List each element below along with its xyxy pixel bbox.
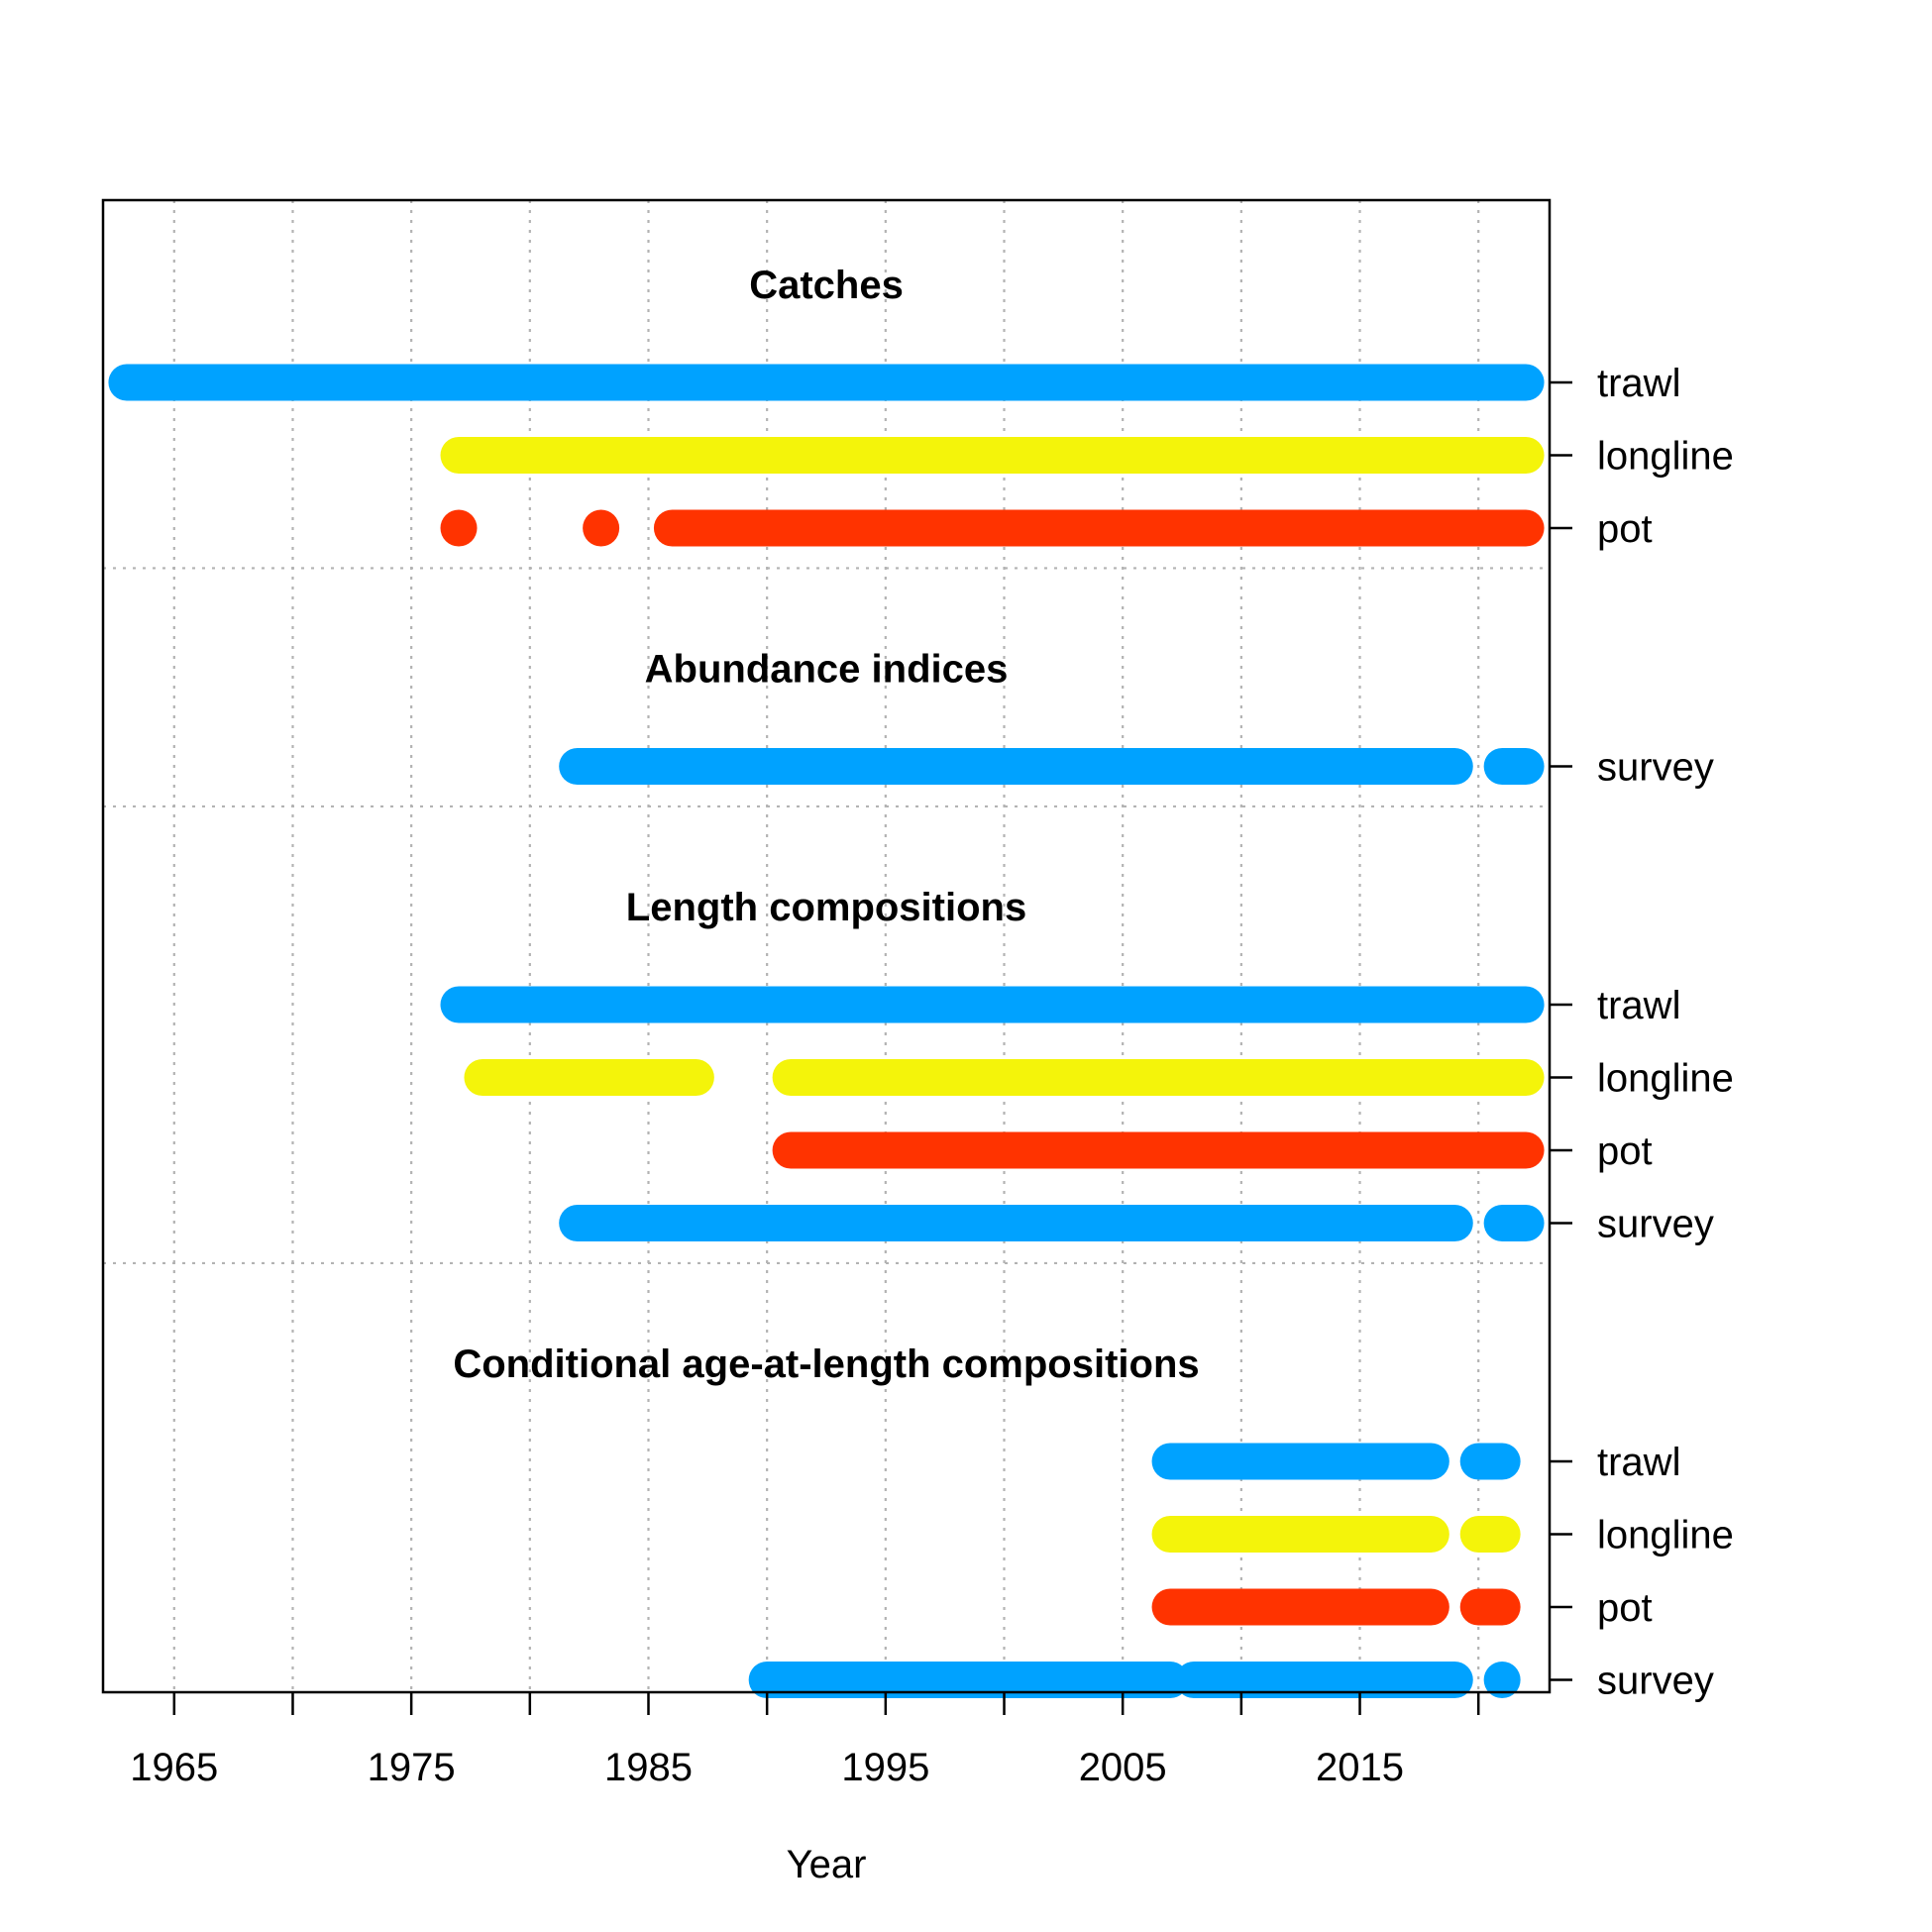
row-label-pot: pot bbox=[1597, 1129, 1653, 1173]
row-label-survey: survey bbox=[1597, 746, 1714, 790]
data-point-pot bbox=[440, 509, 478, 547]
section-title: Catches bbox=[749, 264, 904, 307]
section-title: Conditional age-at-length compositions bbox=[453, 1342, 1199, 1386]
row-label-pot: pot bbox=[1597, 1586, 1653, 1630]
plot-frame bbox=[101, 198, 1552, 1694]
x-tick-label: 1975 bbox=[368, 1746, 456, 1789]
text-layer: Catches trawl longline pot Abundance indices… bbox=[130, 264, 1734, 1789]
data-point-pot bbox=[583, 509, 620, 547]
row-label-pot: pot bbox=[1597, 507, 1653, 551]
row-label-longline: longline bbox=[1597, 435, 1734, 479]
x-tick-label: 1995 bbox=[841, 1746, 929, 1789]
section-title: Abundance indices bbox=[645, 647, 1009, 691]
x-tick-label: 1965 bbox=[130, 1746, 218, 1789]
data-point-survey bbox=[1483, 1662, 1521, 1698]
row-label-trawl: trawl bbox=[1597, 984, 1680, 1027]
row-label-longline: longline bbox=[1597, 1057, 1734, 1101]
x-tick-label: 1985 bbox=[604, 1746, 693, 1789]
section-title: Length compositions bbox=[626, 886, 1026, 929]
x-tick-label: 2015 bbox=[1316, 1746, 1404, 1789]
row-label-survey: survey bbox=[1597, 1660, 1714, 1703]
x-axis-title: Year bbox=[787, 1843, 867, 1886]
row-label-trawl: trawl bbox=[1597, 362, 1680, 405]
row-label-survey: survey bbox=[1597, 1203, 1714, 1246]
axis-layer bbox=[172, 380, 1572, 1715]
row-label-trawl: trawl bbox=[1597, 1441, 1680, 1484]
x-tick-label: 2005 bbox=[1079, 1746, 1167, 1789]
row-label-longline: longline bbox=[1597, 1514, 1734, 1557]
bars-layer bbox=[108, 364, 1545, 1698]
